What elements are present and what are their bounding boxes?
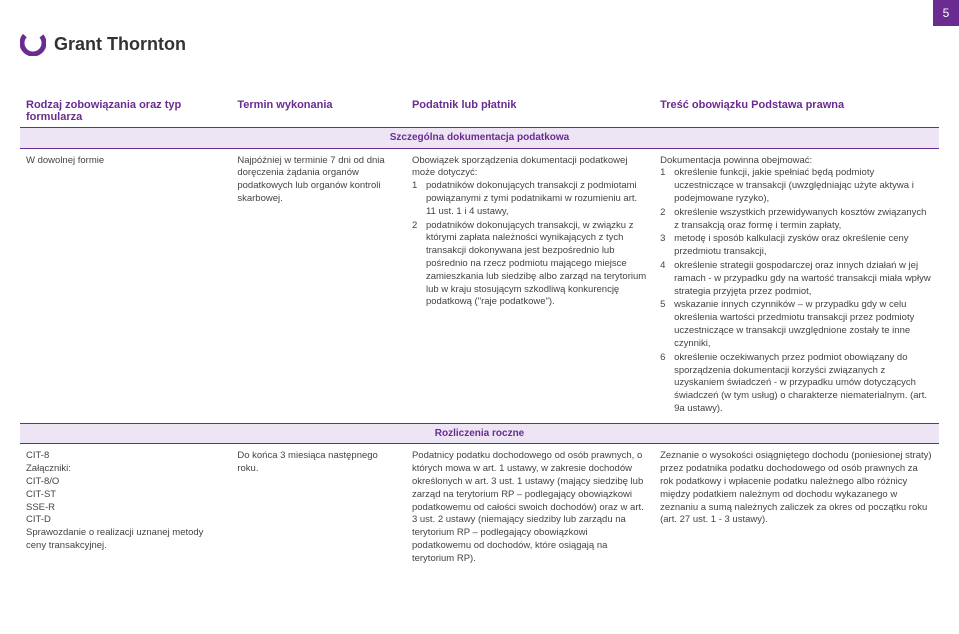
list-text: podatników dokonujących transakcji, w zw… [426, 220, 648, 310]
page-number: 5 [933, 0, 959, 26]
s2-c1: CIT-8 Załączniki: CIT-8/O CIT-ST SSE-R C… [20, 444, 231, 572]
header-col1: Rodzaj zobowiązania oraz typ formularza [20, 95, 231, 128]
list-text: określenie funkcji, jakie spełniać będą … [674, 167, 933, 205]
s1-c2: Najpóźniej w terminie 7 dni od dnia dorę… [231, 148, 406, 423]
s1-c3-list: 1podatników dokonujących transakcji z po… [412, 180, 648, 309]
brand-name: Grant Thornton [54, 34, 186, 55]
brand-logo: Grant Thornton [20, 30, 186, 59]
s1-c1: W dowolnej formie [20, 148, 231, 423]
list-num: 2 [660, 207, 674, 233]
s1-c4-intro: Dokumentacja powinna obejmować: [660, 155, 933, 168]
s2-c2: Do końca 3 miesiąca następnego roku. [231, 444, 406, 572]
tax-table: Rodzaj zobowiązania oraz typ formularza … [20, 95, 939, 572]
list-num: 3 [660, 233, 674, 259]
logo-icon [20, 30, 46, 59]
s2-c1-line: CIT-8/O [26, 476, 225, 489]
s2-c4: Zeznanie o wysokości osiągniętego dochod… [654, 444, 939, 572]
section1-title: Szczególna dokumentacja podatkowa [20, 128, 939, 149]
section-header-row: Szczególna dokumentacja podatkowa [20, 128, 939, 149]
list-text: określenie wszystkich przewidywanych kos… [674, 207, 933, 233]
list-num: 1 [660, 167, 674, 205]
list-text: określenie oczekiwanych przez podmiot ob… [674, 352, 933, 416]
s2-c1-line: CIT-ST [26, 489, 225, 502]
s2-c3: Podatnicy podatku dochodowego od osób pr… [406, 444, 654, 572]
s1-c3-intro: Obowiązek sporządzenia dokumentacji poda… [412, 155, 648, 181]
s2-c1-line: Załączniki: [26, 463, 225, 476]
header-col4: Treść obowiązku Podstawa prawna [654, 95, 939, 128]
section-header-row: Rozliczenia roczne [20, 423, 939, 444]
s2-c1-line: Sprawozdanie o realizacji uznanej metody… [26, 527, 225, 553]
table-row: CIT-8 Załączniki: CIT-8/O CIT-ST SSE-R C… [20, 444, 939, 572]
list-num: 5 [660, 299, 674, 350]
list-num: 1 [412, 180, 426, 218]
s1-c4-list: 1określenie funkcji, jakie spełniać będą… [660, 167, 933, 415]
header-col2: Termin wykonania [231, 95, 406, 128]
s2-c1-line: SSE-R [26, 502, 225, 515]
s1-c4: Dokumentacja powinna obejmować: 1określe… [654, 148, 939, 423]
list-text: wskazanie innych czynników – w przypadku… [674, 299, 933, 350]
list-text: podatników dokonujących transakcji z pod… [426, 180, 648, 218]
main-content: Rodzaj zobowiązania oraz typ formularza … [20, 95, 939, 572]
list-num: 2 [412, 220, 426, 310]
table-row: W dowolnej formie Najpóźniej w terminie … [20, 148, 939, 423]
list-text: określenie strategii gospodarczej oraz i… [674, 260, 933, 298]
s2-c1-line: CIT-D [26, 514, 225, 527]
list-num: 6 [660, 352, 674, 416]
header-col3: Podatnik lub płatnik [406, 95, 654, 128]
list-text: metodę i sposób kalkulacji zysków oraz o… [674, 233, 933, 259]
list-num: 4 [660, 260, 674, 298]
section2-title: Rozliczenia roczne [20, 423, 939, 444]
s1-c3: Obowiązek sporządzenia dokumentacji poda… [406, 148, 654, 423]
s2-c1-line: CIT-8 [26, 450, 225, 463]
